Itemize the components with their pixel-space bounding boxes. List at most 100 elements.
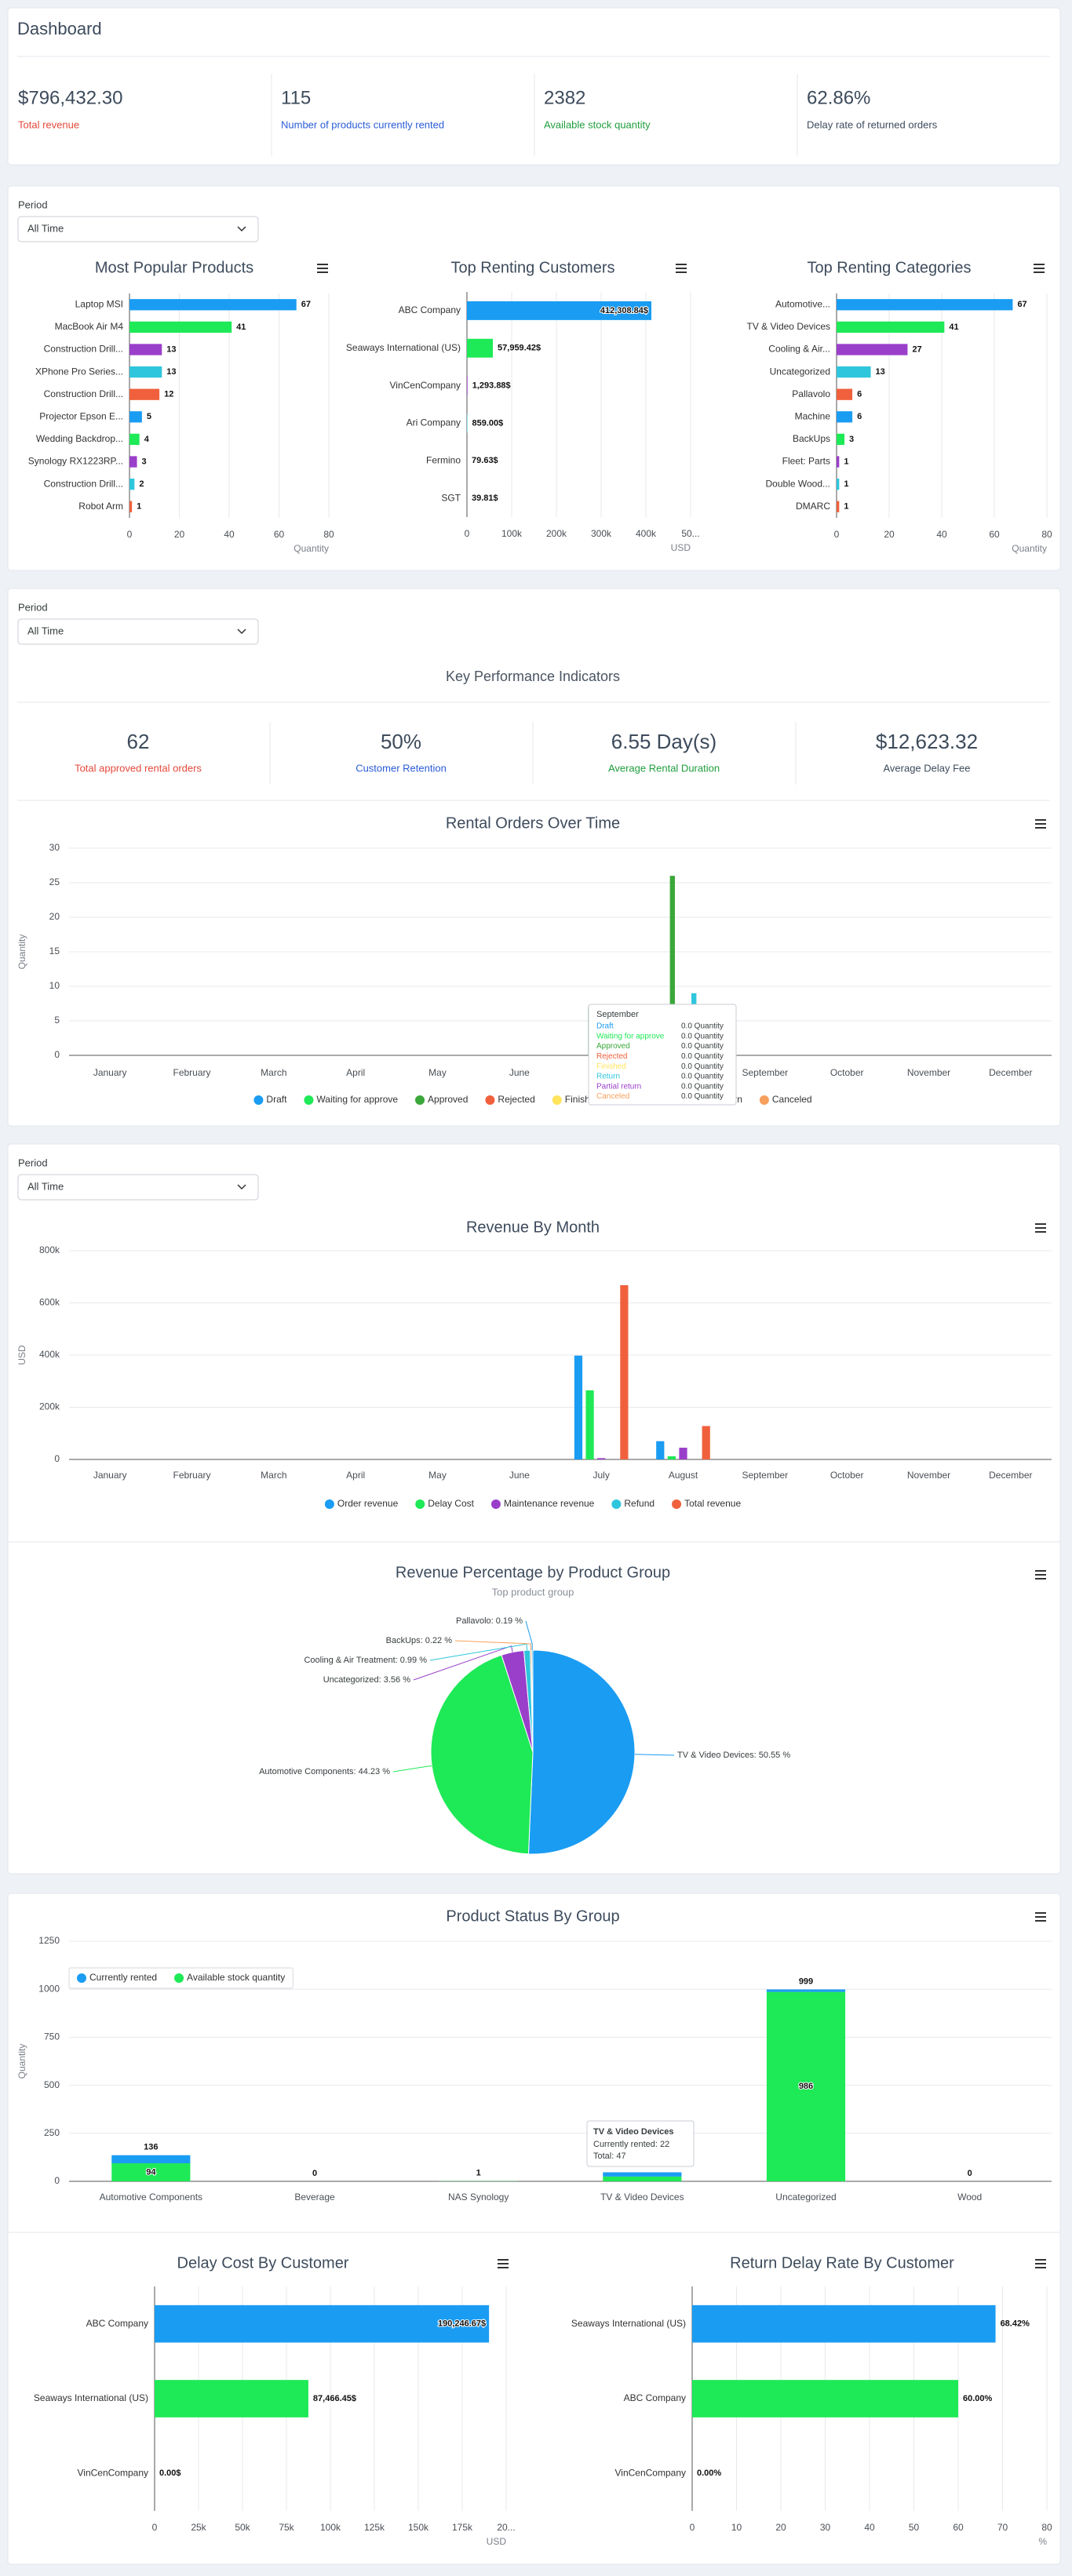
total-label: 136 (144, 2143, 158, 2152)
x-tick-label: 30 (820, 2522, 831, 2533)
bar-segment (111, 2162, 191, 2181)
bar-segment (603, 2172, 682, 2177)
y-tick-label: 5 (54, 1015, 60, 1026)
tooltip-value: 0.0 Quantity (681, 1022, 724, 1031)
category-label: Construction Drill... (44, 478, 123, 489)
x-tick-label: 20 (884, 529, 895, 540)
summary-value: 62.86% (807, 87, 870, 108)
card (7, 1893, 1061, 2565)
kpi-label: Average Rental Duration (608, 762, 720, 774)
bar (155, 2380, 308, 2418)
period-select[interactable] (17, 1174, 259, 1201)
x-tick-label: Wood (957, 2192, 982, 2203)
period-select[interactable] (17, 216, 259, 242)
category-label: Construction Drill... (44, 344, 123, 355)
data-label: 6 (857, 390, 862, 399)
x-tick-label: October (830, 1067, 864, 1078)
y-tick-label: 30 (49, 842, 60, 853)
category-label: Seaways International (US) (346, 342, 461, 353)
x-tick-label: April (346, 1470, 365, 1481)
legend-label: Approved (428, 1094, 468, 1105)
x-tick-label: 60 (274, 529, 285, 540)
category-label: Fleet: Parts (782, 456, 830, 467)
y-tick-label: 500 (44, 2079, 60, 2090)
total-label: 0 (312, 2169, 317, 2178)
leader-line (454, 1640, 532, 1651)
bar (129, 411, 142, 423)
chart-subtitle: Top product group (492, 1586, 574, 1598)
bar (702, 1426, 710, 1459)
y-tick-label: 20 (49, 911, 60, 922)
leader-line (525, 1620, 533, 1651)
filter-label: Period (18, 199, 48, 210)
x-tick-label: 75k (279, 2522, 294, 2533)
x-tick-label: 0 (834, 529, 840, 540)
data-label: 41 (236, 322, 246, 332)
x-tick-label: 400k (636, 528, 657, 539)
category-label: Synology RX1223RP... (28, 456, 123, 467)
chevron-icon (237, 1184, 246, 1190)
bar (692, 2380, 958, 2418)
x-tick-label: 40 (864, 2522, 875, 2533)
tooltip-title: September (596, 1010, 639, 1019)
bar (837, 344, 908, 355)
x-tick-label: February (173, 1470, 210, 1481)
period-select[interactable] (17, 618, 259, 645)
tooltip-value: 0.0 Quantity (681, 1052, 724, 1061)
axis-title: USD (16, 1345, 27, 1365)
legend-marker (415, 1095, 425, 1105)
x-tick-label: 70 (997, 2522, 1008, 2533)
legend-marker (485, 1095, 495, 1105)
chart-title: Top Renting Categories (807, 259, 971, 276)
data-label: 0.00$ (159, 2469, 181, 2478)
tooltip-value: 0.0 Quantity (681, 1082, 724, 1091)
data-label: 986 (799, 2082, 813, 2091)
category-label: BackUps (793, 433, 830, 444)
legend-label: Delay Cost (428, 1498, 474, 1509)
x-tick-label: 50 (909, 2522, 920, 2533)
bar (129, 299, 297, 311)
category-label: Construction Drill... (44, 388, 123, 399)
category-label: TV & Video Devices (747, 321, 831, 332)
bar-segment (766, 1989, 846, 1992)
leader-line (413, 1645, 513, 1681)
kpi-label: Total approved rental orders (75, 762, 202, 774)
axis-title: Quantity (16, 935, 27, 970)
bar (837, 366, 871, 378)
tooltip-value: 0.0 Quantity (681, 1062, 724, 1071)
data-label: 4 (144, 435, 150, 444)
legend-label: Maintenance revenue (504, 1498, 595, 1509)
category-label: SGT (441, 492, 461, 503)
period-value: All Time (27, 625, 64, 636)
bar (129, 433, 140, 446)
data-label: 1 (844, 502, 848, 512)
category-label: Ari Company (407, 417, 461, 428)
kpi-value: 62 (127, 730, 150, 753)
category-label: Projector Epson E... (39, 410, 123, 421)
x-tick-label: 0 (152, 2522, 158, 2533)
data-label: 68.42% (1001, 2319, 1030, 2329)
x-tick-label: January (93, 1067, 127, 1078)
data-label: 6 (857, 412, 862, 421)
legend: Currently rented Available stock quantity (77, 1972, 285, 1983)
bar (467, 338, 494, 358)
tooltip-value: 0.0 Quantity (681, 1032, 724, 1040)
data-label: 12 (164, 390, 173, 399)
data-label: 5 (147, 412, 151, 421)
data-label: 13 (166, 344, 176, 354)
x-tick-label: 125k (364, 2522, 385, 2533)
summary-label: Total revenue (18, 118, 79, 130)
y-tick-label: 10 (49, 980, 60, 991)
bar (669, 876, 676, 1055)
bar (129, 501, 133, 512)
leader-line (392, 1765, 432, 1773)
tooltip-value: 0.0 Quantity (681, 1073, 724, 1081)
x-tick-label: September (742, 1470, 788, 1481)
data-label: 39.81$ (472, 494, 498, 503)
bar (837, 321, 945, 333)
bar (837, 388, 853, 400)
kpi-value: 50% (381, 730, 421, 753)
x-tick-label: October (830, 1470, 864, 1481)
data-label: 79.63$ (472, 456, 498, 465)
